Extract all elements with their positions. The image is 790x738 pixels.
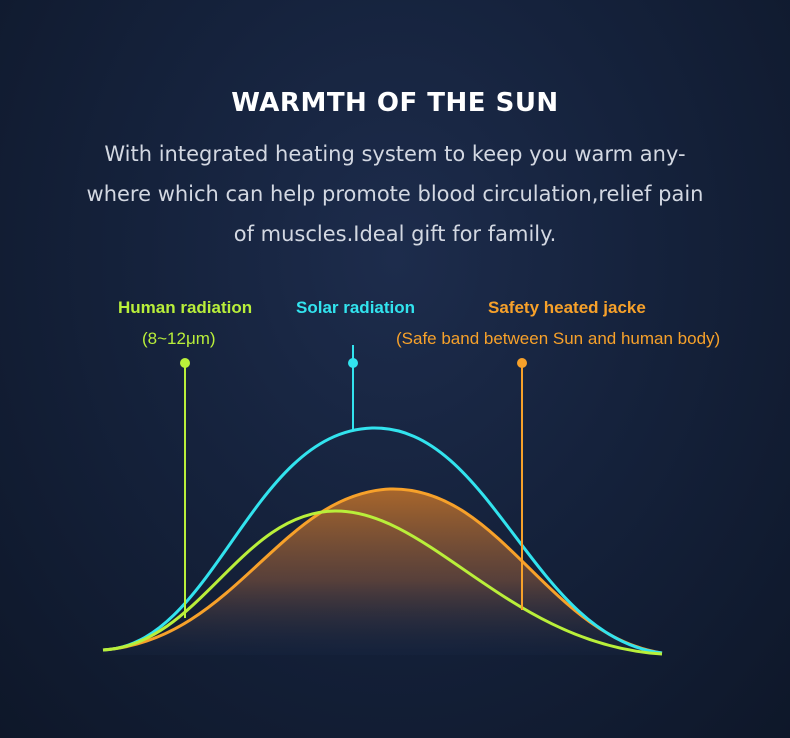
human-radiation-wavelength: (8~12μm) [142, 329, 216, 348]
section-description: With integrated heating system to keep y… [60, 134, 730, 254]
human-radiation-label: Human radiation [118, 298, 253, 317]
description-line: With integrated heating system to keep y… [104, 142, 686, 166]
safety-band-curve [102, 487, 663, 655]
safety-jacket-label: Safety heated jacke [488, 298, 646, 317]
description-line: of muscles.Ideal gift for family. [233, 222, 557, 246]
solar-radiation-marker-dot [348, 358, 358, 368]
section-title: WARMTH OF THE SUN [231, 88, 559, 118]
solar-radiation-curve [102, 426, 663, 655]
safety-band-fill [103, 488, 662, 655]
safety-jacket-marker-dot [517, 358, 527, 368]
description-line: where which can help promote blood circu… [86, 182, 704, 206]
safety-band-note: (Safe band between Sun and human body) [396, 329, 721, 348]
solar-radiation-label: Solar radiation [296, 298, 416, 317]
human-radiation-marker-dot [180, 358, 190, 368]
